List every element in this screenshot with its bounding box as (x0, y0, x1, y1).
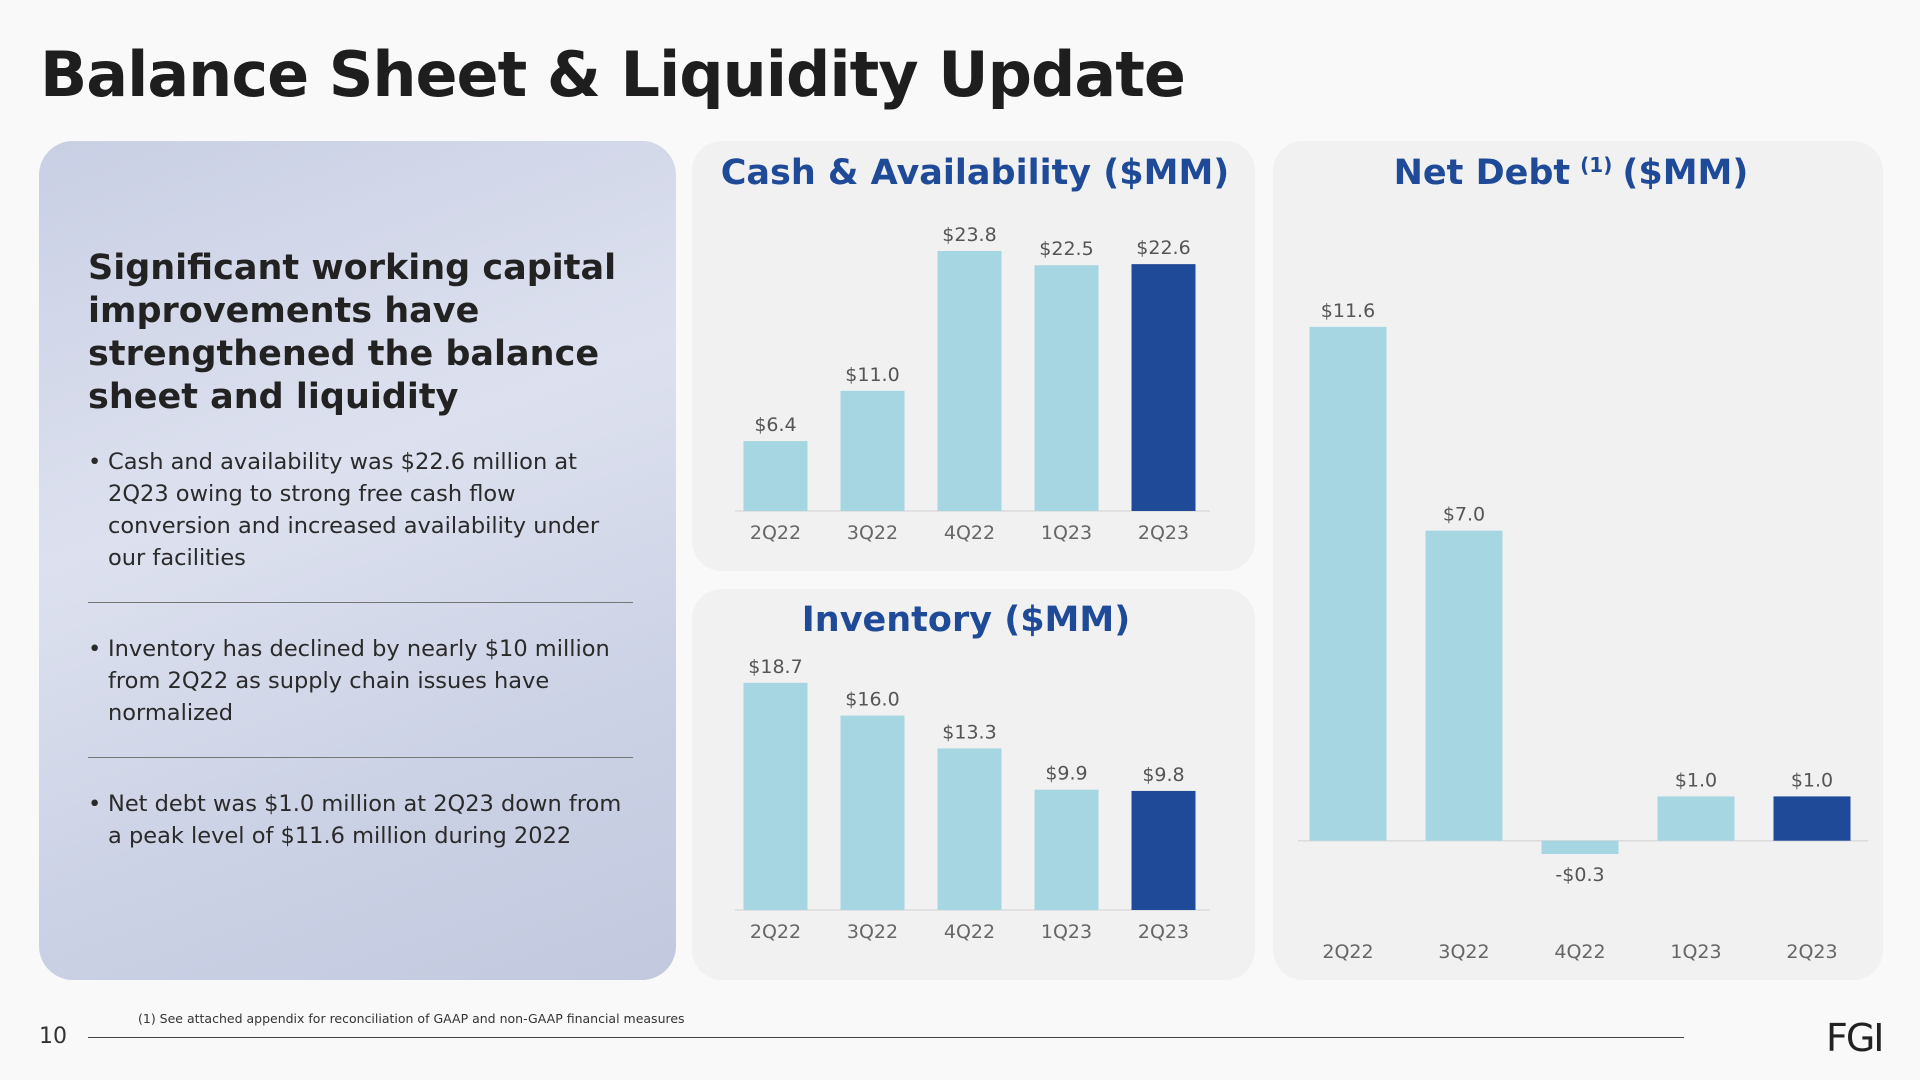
value-label: $23.8 (942, 224, 996, 246)
chart-title-note: (1) (1580, 153, 1612, 177)
x-tick-label: 4Q22 (944, 921, 995, 943)
chart-title-text: Net Debt (1394, 153, 1571, 193)
x-tick-label: 2Q23 (1138, 921, 1189, 943)
x-tick-label: 3Q22 (847, 921, 898, 943)
bar (1131, 264, 1196, 511)
summary-heading: Significant working capital improvements… (88, 248, 617, 417)
bar (1131, 790, 1196, 910)
chart-title: Inventory ($MM) (802, 600, 1130, 640)
value-label: $11.6 (1321, 300, 1375, 322)
summary-panel: Significant working capital improvements… (39, 141, 676, 980)
value-label: $6.4 (754, 414, 796, 436)
value-label: $11.0 (845, 364, 899, 386)
x-tick-label: 1Q23 (1041, 921, 1092, 943)
chart-title: Net Debt (1) ($MM) (1394, 153, 1749, 193)
bar (937, 748, 1002, 910)
value-label: $1.0 (1791, 769, 1833, 791)
x-tick-label: 2Q22 (750, 522, 801, 544)
x-tick-label: 3Q22 (847, 522, 898, 544)
value-label: $13.3 (942, 721, 996, 743)
chart-title-unit: ($MM) (1622, 153, 1748, 193)
value-label: -$0.3 (1555, 864, 1604, 886)
x-tick-label: 1Q23 (1041, 522, 1092, 544)
chart-title-text: Inventory ($MM) (802, 600, 1130, 640)
bar (1657, 796, 1735, 841)
x-tick-label: 4Q22 (1554, 941, 1605, 963)
bullet: Net debt was $1.0 million at 2Q23 down f… (88, 788, 633, 880)
value-label: $9.9 (1045, 763, 1087, 785)
footnote: (1) See attached appendix for reconcilia… (138, 1011, 685, 1026)
bar (1773, 796, 1851, 841)
value-label: $22.6 (1136, 237, 1190, 259)
value-label: $1.0 (1675, 769, 1717, 791)
chart-title: Cash & Availability ($MM) (721, 153, 1230, 193)
slide-title: Balance Sheet & Liquidity Update (40, 38, 1186, 111)
x-tick-label: 3Q22 (1438, 941, 1489, 963)
x-tick-label: 4Q22 (944, 522, 995, 544)
chart-title-text: Cash & Availability ($MM) (721, 153, 1230, 193)
bar (840, 715, 905, 910)
bullet-list: Cash and availability was $22.6 million … (88, 446, 633, 910)
value-label: $22.5 (1039, 238, 1093, 260)
bar (743, 682, 808, 910)
x-tick-label: 2Q22 (750, 921, 801, 943)
x-tick-label: 2Q23 (1786, 941, 1837, 963)
bar (1541, 840, 1619, 854)
bar (840, 390, 905, 511)
x-tick-label: 2Q23 (1138, 522, 1189, 544)
bar (1425, 530, 1503, 841)
bar (1034, 789, 1099, 910)
bar (743, 441, 808, 511)
value-label: $16.0 (845, 689, 899, 711)
value-label: $7.0 (1443, 504, 1485, 526)
bullet: Cash and availability was $22.6 million … (88, 446, 633, 603)
x-tick-label: 2Q22 (1322, 941, 1373, 963)
value-label: $18.7 (748, 656, 802, 678)
value-label: $9.8 (1142, 764, 1184, 786)
bar (1034, 265, 1099, 511)
bullet: Inventory has declined by nearly $10 mil… (88, 633, 633, 758)
logo: FGI (1826, 1016, 1884, 1060)
page-number: 10 (39, 1024, 67, 1049)
footer-rule (88, 1037, 1684, 1038)
bar (1309, 326, 1387, 841)
bar (937, 251, 1002, 511)
x-tick-label: 1Q23 (1670, 941, 1721, 963)
